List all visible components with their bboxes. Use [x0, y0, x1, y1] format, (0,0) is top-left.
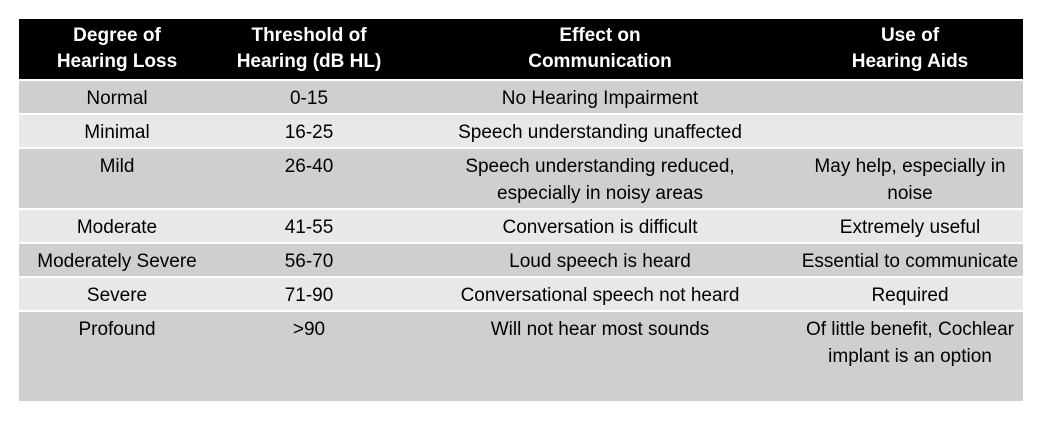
cell-effect: Conversational speech not heard — [403, 276, 797, 311]
cell-aids-line-1: Extremely useful — [839, 217, 981, 238]
cell-threshold: 26-40 — [215, 147, 403, 209]
table-row: Minimal 16-25 Speech understanding unaff… — [19, 113, 1023, 148]
table-row: Moderately Severe 56-70 Loud speech is h… — [19, 242, 1023, 277]
cell-aids: May help, especially in noise — [797, 147, 1023, 209]
header-effect: Effect on Communication — [403, 19, 797, 80]
header-aids-line-1: Use of — [880, 25, 940, 46]
cell-effect-line-1: Speech understanding reduced, — [465, 156, 735, 177]
cell-aids — [797, 79, 1023, 114]
cell-aids-line-2: noise — [887, 183, 933, 204]
header-effect-line-2: Communication — [528, 51, 672, 72]
cell-threshold: 56-70 — [215, 242, 403, 277]
cell-effect-line-1: Conversation is difficult — [502, 217, 698, 238]
cell-effect-line-2: especially in noisy areas — [497, 183, 703, 204]
cell-effect: Conversation is difficult — [403, 208, 797, 243]
cell-effect: Speech understanding reduced, especially… — [403, 147, 797, 209]
cell-degree: Mild — [19, 147, 215, 209]
header-aids-line-2: Hearing Aids — [851, 51, 969, 72]
cell-aids-line-1: Of little benefit, Cochlear — [805, 319, 1015, 340]
table-row: Severe 71-90 Conversational speech not h… — [19, 276, 1023, 311]
header-threshold: Threshold of Hearing (dB HL) — [215, 19, 403, 80]
cell-effect: No Hearing Impairment — [403, 79, 797, 114]
cell-degree: Moderate — [19, 208, 215, 243]
header-effect-line-1: Effect on — [559, 25, 641, 46]
cell-threshold: >90 — [215, 310, 403, 401]
table-row: Profound >90 Will not hear most sounds O… — [19, 310, 1023, 401]
cell-aids-line-1: Essential to communicate — [801, 251, 1019, 272]
cell-effect-line-1: Conversational speech not heard — [460, 285, 740, 306]
cell-threshold: 41-55 — [215, 208, 403, 243]
table-row: Moderate 41-55 Conversation is difficult… — [19, 208, 1023, 243]
header-threshold-line-1: Threshold of — [251, 25, 367, 46]
header-degree-line-2: Hearing Loss — [56, 51, 178, 72]
cell-threshold: 0-15 — [215, 79, 403, 114]
cell-aids-line-2: implant is an option — [828, 346, 992, 367]
header-threshold-line-2: Hearing (dB HL) — [236, 51, 382, 72]
cell-effect-line-1: Loud speech is heard — [509, 251, 691, 272]
cell-degree: Severe — [19, 276, 215, 311]
cell-degree: Normal — [19, 79, 215, 114]
cell-effect-line-1: Speech understanding unaffected — [458, 122, 742, 143]
cell-aids: Essential to communicate — [797, 242, 1023, 277]
cell-aids: Of little benefit, Cochlear implant is a… — [797, 310, 1023, 401]
cell-effect: Speech understanding unaffected — [403, 113, 797, 148]
cell-threshold: 16-25 — [215, 113, 403, 148]
cell-aids: Required — [797, 276, 1023, 311]
cell-effect-line-1: No Hearing Impairment — [501, 88, 699, 109]
table-row: Mild 26-40 Speech understanding reduced,… — [19, 147, 1023, 209]
header-aids: Use of Hearing Aids — [797, 19, 1023, 80]
table-row: Normal 0-15 No Hearing Impairment — [19, 79, 1023, 114]
cell-effect: Loud speech is heard — [403, 242, 797, 277]
cell-degree: Minimal — [19, 113, 215, 148]
cell-aids-line-1: Required — [871, 285, 949, 306]
header-degree-line-1: Degree of — [73, 25, 161, 46]
cell-aids — [797, 113, 1023, 148]
cell-threshold: 71-90 — [215, 276, 403, 311]
cell-degree: Profound — [19, 310, 215, 401]
cell-degree: Moderately Severe — [19, 242, 215, 277]
table-header-row: Degree of Hearing Loss Threshold of Hear… — [19, 19, 1023, 80]
hearing-loss-table: Degree of Hearing Loss Threshold of Hear… — [19, 19, 1023, 401]
cell-effect: Will not hear most sounds — [403, 310, 797, 401]
header-degree: Degree of Hearing Loss — [19, 19, 215, 80]
cell-effect-line-1: Will not hear most sounds — [490, 319, 710, 340]
hearing-loss-table-container: Degree of Hearing Loss Threshold of Hear… — [19, 19, 1023, 401]
cell-aids-line-1: May help, especially in — [814, 156, 1006, 177]
cell-aids: Extremely useful — [797, 208, 1023, 243]
